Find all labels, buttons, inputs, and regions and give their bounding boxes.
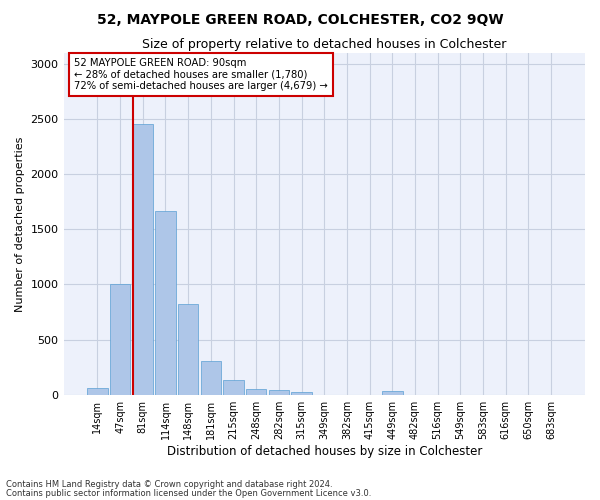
- Bar: [382, 392, 403, 394]
- Bar: [178, 304, 199, 394]
- Title: Size of property relative to detached houses in Colchester: Size of property relative to detached ho…: [142, 38, 506, 51]
- X-axis label: Distribution of detached houses by size in Colchester: Distribution of detached houses by size …: [167, 444, 482, 458]
- Text: 52 MAYPOLE GREEN ROAD: 90sqm
← 28% of detached houses are smaller (1,780)
72% of: 52 MAYPOLE GREEN ROAD: 90sqm ← 28% of de…: [74, 58, 328, 92]
- Text: 52, MAYPOLE GREEN ROAD, COLCHESTER, CO2 9QW: 52, MAYPOLE GREEN ROAD, COLCHESTER, CO2 …: [97, 12, 503, 26]
- Bar: [87, 388, 107, 394]
- Bar: [269, 390, 289, 394]
- Bar: [200, 360, 221, 394]
- Bar: [223, 380, 244, 394]
- Bar: [133, 124, 153, 394]
- Bar: [246, 388, 266, 394]
- Y-axis label: Number of detached properties: Number of detached properties: [15, 136, 25, 312]
- Text: Contains HM Land Registry data © Crown copyright and database right 2024.: Contains HM Land Registry data © Crown c…: [6, 480, 332, 489]
- Text: Contains public sector information licensed under the Open Government Licence v3: Contains public sector information licen…: [6, 489, 371, 498]
- Bar: [110, 284, 130, 395]
- Bar: [155, 210, 176, 394]
- Bar: [292, 392, 312, 394]
